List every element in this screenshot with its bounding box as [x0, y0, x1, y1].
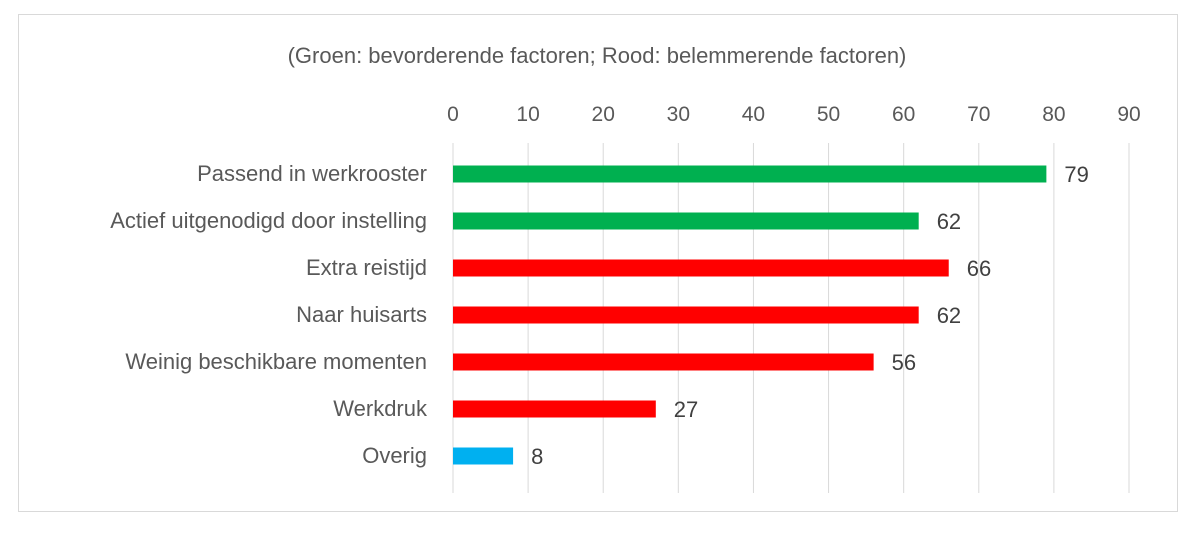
bar-6: [453, 400, 656, 418]
x-tick-label-30: 30: [667, 103, 690, 126]
chart-subtitle: (Groen: bevorderende factoren; Rood: bel…: [288, 43, 907, 68]
x-tick-label-10: 10: [516, 103, 539, 126]
category-label-6: Werkdruk: [333, 396, 428, 421]
bar-2: [453, 212, 919, 230]
chart-frame: (Groen: bevorderende factoren; Rood: bel…: [18, 14, 1178, 512]
data-label-4: 62: [937, 303, 961, 328]
x-tick-label-70: 70: [967, 103, 990, 126]
bar-3: [453, 259, 949, 277]
category-label-1: Passend in werkrooster: [197, 161, 427, 186]
category-labels: Passend in werkrooster Actief uitgenodigd…: [110, 161, 428, 468]
x-tick-label-40: 40: [742, 103, 765, 126]
x-axis-ticks: 0 10 20 30 40 50 60 70 80 90: [447, 103, 1141, 126]
category-label-3: Extra reistijd: [306, 255, 427, 280]
category-label-4: Naar huisarts: [296, 302, 427, 327]
x-tick-label-50: 50: [817, 103, 840, 126]
data-label-7: 8: [531, 444, 543, 469]
bars: [453, 165, 1047, 465]
bar-chart: (Groen: bevorderende factoren; Rood: bel…: [110, 43, 1141, 493]
category-label-5: Weinig beschikbare momenten: [125, 349, 427, 374]
x-tick-label-20: 20: [592, 103, 615, 126]
category-label-7: Overig: [362, 443, 427, 468]
x-tick-label-90: 90: [1117, 103, 1140, 126]
bar-5: [453, 353, 874, 371]
bar-1: [453, 165, 1047, 183]
bar-7: [453, 447, 514, 465]
data-label-6: 27: [674, 397, 698, 422]
bar-4: [453, 306, 919, 324]
data-label-2: 62: [937, 209, 961, 234]
x-tick-label-60: 60: [892, 103, 915, 126]
data-label-1: 79: [1064, 162, 1088, 187]
data-label-3: 66: [967, 256, 991, 281]
category-label-2: Actief uitgenodigd door instelling: [110, 208, 427, 233]
x-tick-label-0: 0: [447, 103, 459, 126]
x-tick-label-80: 80: [1042, 103, 1065, 126]
data-label-5: 56: [892, 350, 916, 375]
